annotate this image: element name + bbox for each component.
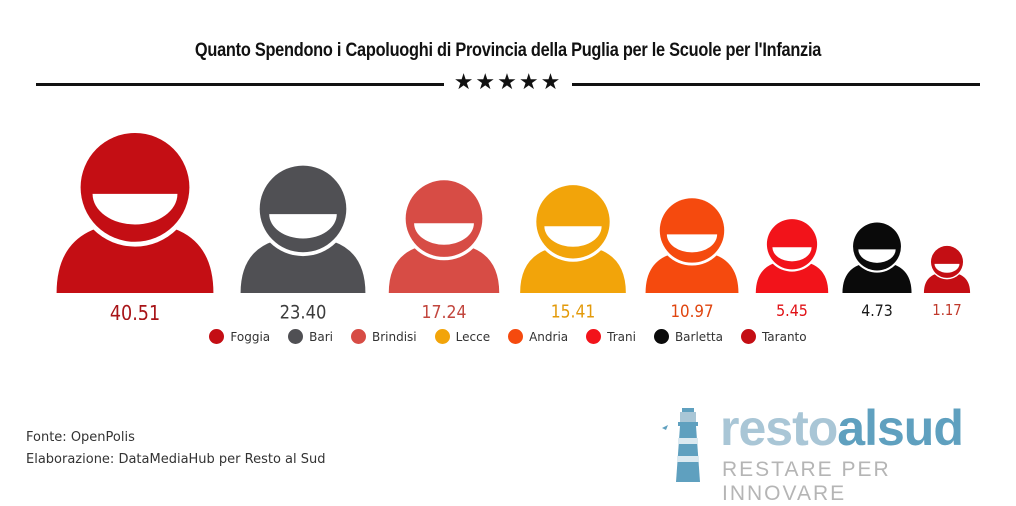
logo-wordmark: restoalsud: [720, 400, 964, 456]
person-icon-foggia: [56, 128, 214, 293]
legend-swatch: [653, 329, 669, 344]
legend-item: Lecce: [434, 329, 491, 344]
smile-mark: [666, 234, 718, 253]
value-label: 10.97: [670, 301, 713, 320]
person-head: [405, 180, 483, 257]
person-body: [842, 261, 912, 293]
legend-item: Bari: [288, 329, 333, 344]
legend-label: Trani: [607, 329, 636, 344]
legend-item: Trani: [586, 329, 636, 344]
legend-item: Foggia: [209, 329, 270, 344]
legend-label: Bari: [309, 329, 333, 344]
value-label: 1.17: [932, 302, 961, 319]
smile-mark: [544, 226, 602, 247]
legend-swatch: [434, 329, 450, 344]
value-label: 5.45: [776, 301, 808, 320]
value-label: 40.51: [110, 303, 160, 320]
credit-note: Elaborazione: DataMediaHub per Resto al …: [26, 452, 326, 467]
lighthouse-icon: [662, 408, 700, 482]
legend-swatch: [351, 329, 366, 344]
legend-label: Brindisi: [372, 329, 417, 344]
person-head: [766, 219, 818, 270]
person-body: [388, 243, 500, 293]
person-icon-trani: [755, 216, 829, 293]
smile-mark: [772, 247, 812, 262]
pictograph-chart: 40.51 23.40 17.24 15.41 10.97 5.45 4.73 1.17: [56, 128, 971, 320]
stars-decoration: ★★★★★: [453, 70, 563, 95]
person-head: [536, 185, 610, 259]
person-body: [923, 272, 971, 293]
legend-label: Andria: [529, 329, 569, 344]
logo-tagline: RESTARE PER INNOVARE: [722, 458, 891, 505]
legend-label: Barletta: [674, 329, 723, 344]
smile-mark: [858, 249, 896, 263]
logo-word-part2: alsud: [837, 400, 964, 456]
legend-swatch: [508, 329, 524, 344]
person-head: [259, 165, 347, 253]
person-icon-lecce: [520, 181, 626, 293]
smile-mark: [269, 214, 337, 239]
person-body: [645, 251, 739, 293]
value-label: 4.73: [861, 301, 893, 320]
brand-logo: restoalsud RESTARE PER INNOVARE: [656, 400, 1000, 505]
value-label: 17.24: [421, 301, 466, 320]
person-icon-barletta: [842, 220, 912, 293]
title-rule-left: [36, 83, 444, 86]
person-head: [659, 198, 725, 263]
value-label: 15.41: [551, 302, 596, 320]
value-label: 23.40: [280, 303, 327, 320]
person-head: [853, 222, 901, 271]
person-body: [240, 236, 366, 293]
chart-title: Quanto Spendono i Capoluoghi di Provinci…: [194, 40, 822, 61]
person-icon-andria: [645, 195, 739, 293]
title-rule-right: [572, 83, 980, 86]
legend-label: Foggia: [230, 329, 271, 344]
legend-item: Taranto: [740, 329, 807, 344]
logo-word-part1: resto: [720, 400, 838, 456]
source-note: Fonte: OpenPolis: [26, 430, 135, 445]
person-icon-bari: [240, 161, 366, 293]
legend-label: Lecce: [455, 329, 491, 344]
chart-legend: Foggia Bari Brindisi Lecce Andria Trani Barlet…: [0, 329, 1016, 344]
person-head: [80, 133, 190, 242]
legend-swatch: [288, 329, 304, 344]
legend-item: Brindisi: [351, 329, 417, 344]
person-icon-taranto: [923, 244, 971, 293]
legend-label: Taranto: [761, 329, 807, 344]
legend-swatch: [740, 329, 756, 344]
smile-mark: [934, 263, 960, 273]
legend-item: Andria: [508, 329, 568, 344]
person-head: [930, 245, 964, 278]
smile-mark: [92, 193, 178, 225]
legend-item: Barletta: [653, 329, 723, 344]
person-body: [56, 222, 214, 293]
person-body: [755, 260, 829, 293]
legend-swatch: [586, 329, 602, 344]
person-body: [520, 245, 626, 293]
person-icon-brindisi: [388, 176, 500, 293]
legend-swatch: [209, 329, 225, 344]
smile-mark: [414, 223, 474, 245]
